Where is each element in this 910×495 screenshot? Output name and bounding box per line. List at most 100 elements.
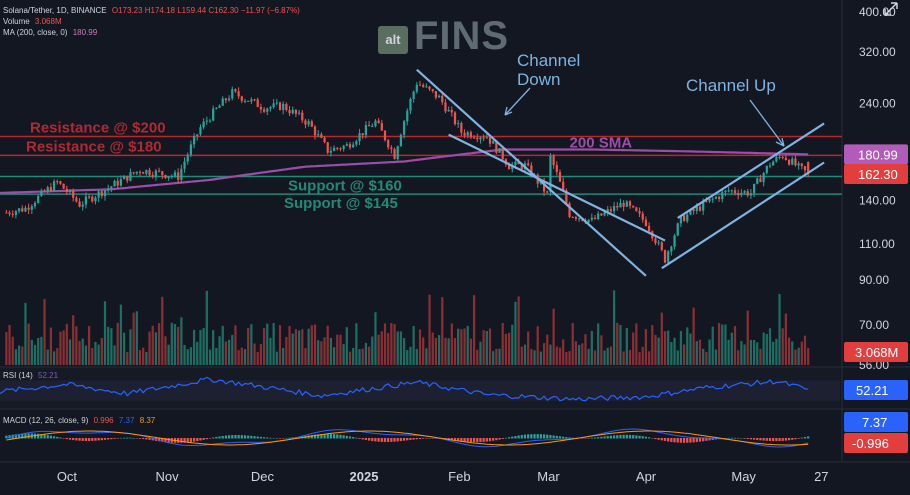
volume-bar [536, 326, 539, 365]
rsi-badge-label: 52.21 [856, 383, 889, 398]
volume-bar [689, 333, 692, 365]
candle-body [202, 121, 205, 128]
candle-body [33, 202, 37, 207]
macd-histogram-bar [641, 436, 644, 439]
volume-bar [256, 352, 259, 365]
volume-bar [695, 341, 698, 365]
volume-bar [660, 312, 663, 365]
macd-histogram-bar [129, 437, 132, 439]
macd-badge [844, 412, 908, 432]
macd-histogram-bar [348, 436, 352, 439]
macd-histogram-bar [116, 438, 119, 439]
volume-bar [431, 332, 434, 365]
macd-histogram-bar [221, 435, 224, 439]
macd-histogram-bar [390, 438, 393, 442]
candle-body [367, 125, 371, 127]
macd-histogram-bar [778, 438, 781, 442]
candle-body [113, 180, 116, 187]
candle-body [205, 120, 208, 122]
volume-bar [288, 326, 291, 365]
candle-body [418, 84, 422, 86]
macd-histogram-bar [345, 435, 348, 439]
candle-body [100, 191, 103, 197]
candle-body [285, 103, 288, 111]
macd-histogram-bar [14, 434, 18, 439]
candle-body [609, 209, 613, 212]
macd-histogram-bar [148, 438, 151, 440]
candle-body [173, 172, 177, 176]
volume-bar [205, 290, 208, 365]
volume-bar [609, 346, 613, 365]
volume-bar [37, 338, 40, 365]
volume-bar [765, 333, 768, 365]
macd-histogram-bar [94, 438, 97, 441]
volume-bar [148, 331, 151, 365]
volume-bar [307, 328, 310, 365]
volume-bar [492, 351, 495, 365]
volume-bar [329, 337, 333, 365]
candle-body [740, 192, 743, 196]
volume-bar [275, 351, 278, 365]
macd-histogram-bar [775, 438, 778, 442]
volume-bar [775, 338, 778, 365]
volume-bar [301, 329, 304, 365]
macd-histogram-bar [215, 436, 218, 439]
macd-histogram-bar [367, 438, 371, 441]
legend-ma-value: 180.99 [72, 28, 98, 37]
legend-volume-row: Volume 3.068M [3, 17, 65, 26]
macd-histogram-bar [482, 438, 485, 442]
candle-body [177, 172, 180, 180]
volume-bar [380, 331, 383, 365]
candle-body [94, 197, 97, 202]
volume-bar [138, 350, 142, 365]
macd-histogram-bar [49, 435, 53, 439]
volume-bar [177, 326, 180, 365]
macd-histogram-bar [68, 438, 72, 440]
candle-body [434, 91, 438, 98]
volume-bar [374, 312, 377, 365]
candle-body [8, 212, 11, 215]
macd-histogram-bar [5, 435, 8, 439]
candle-body [600, 213, 603, 216]
volume-bar [189, 347, 193, 365]
macd-histogram-bar [91, 438, 94, 441]
volume-bar [584, 334, 587, 365]
volume-bar [310, 325, 313, 365]
candle-body [670, 246, 673, 252]
y-tick-label: 140.00 [859, 193, 896, 207]
volume-bar [406, 349, 409, 365]
volume-bar [581, 343, 584, 365]
candle-body [800, 163, 803, 167]
candle-body [711, 198, 714, 200]
candle-body [775, 157, 778, 162]
candle-body [151, 175, 154, 177]
candle-body [167, 176, 170, 179]
candle-body [87, 196, 91, 198]
candle-body [164, 174, 167, 179]
y-tick-label: 110.00 [859, 237, 895, 251]
volume-bar [154, 332, 158, 365]
sma-200-line [0, 148, 809, 195]
volume-bar [504, 333, 508, 365]
volume-bar [752, 340, 756, 365]
volume-bar [644, 329, 648, 365]
channel-down-label: Channel [517, 51, 580, 70]
candle-body [212, 108, 215, 121]
volume-bar [259, 344, 263, 365]
macd-histogram-bar [565, 437, 568, 439]
candle-body [259, 106, 263, 110]
volume-bar [377, 334, 380, 365]
macd-histogram-bar [622, 434, 625, 439]
volume-bar [11, 336, 14, 365]
macd-histogram-bar [702, 438, 705, 442]
macd-histogram-bar [743, 438, 746, 439]
candle-body [501, 148, 504, 160]
macd-histogram-bar [288, 437, 291, 439]
macd-histogram-bar [562, 436, 565, 439]
macd-histogram-bar [485, 438, 488, 442]
volume-bar [460, 329, 463, 365]
candle-body [282, 103, 285, 110]
macd-histogram-bar [253, 436, 256, 439]
macd-histogram-bar [606, 436, 609, 439]
macd-histogram-bar [628, 434, 632, 439]
